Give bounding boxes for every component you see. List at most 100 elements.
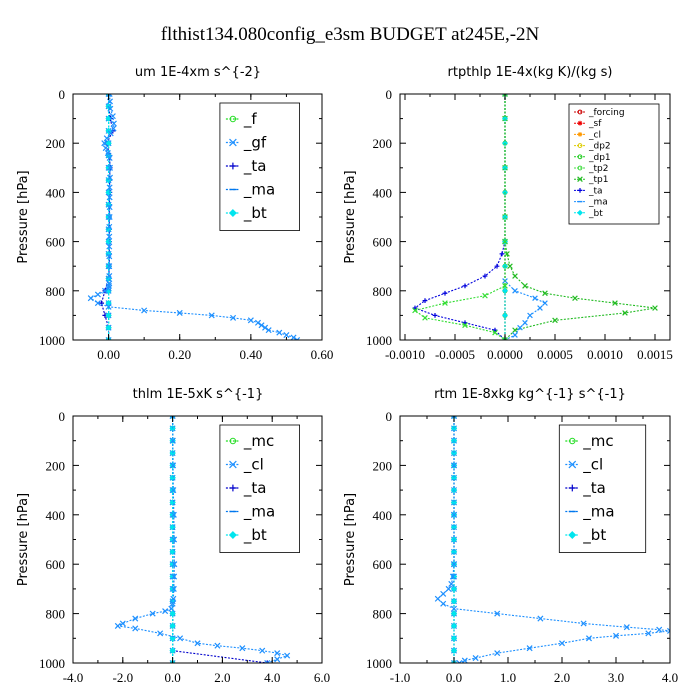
data-point (105, 303, 112, 310)
data-point (106, 233, 113, 240)
legend-marker (577, 132, 583, 137)
x-tick-label: 6.0 (314, 670, 330, 685)
legend-label: _ta (243, 479, 267, 498)
data-point (239, 645, 246, 652)
legend-label: _ta (588, 186, 603, 196)
legend-label: _sf (588, 119, 602, 129)
data-point (450, 561, 458, 568)
y-tick-label: 200 (373, 136, 393, 151)
x-tick-label: 2.0 (554, 670, 570, 685)
data-point (169, 474, 176, 481)
data-point (106, 273, 113, 280)
legend-marker (569, 437, 576, 445)
data-point (526, 645, 533, 652)
data-point (149, 610, 156, 617)
data-point (422, 315, 428, 321)
legend-marker (568, 531, 577, 539)
x-tick-label: -4.0 (63, 670, 84, 685)
data-point (258, 322, 265, 329)
x-tick-label: -0.0010 (385, 347, 425, 362)
series-group (412, 94, 658, 340)
legend: _mc _cl _ta _ma _bt (558, 424, 647, 553)
data-point (105, 299, 112, 307)
data-point (412, 305, 418, 311)
data-point (106, 174, 114, 181)
y-tick-label: 200 (46, 458, 66, 473)
data-point (214, 642, 221, 649)
data-point (494, 650, 501, 657)
y-tick-label: 800 (373, 607, 393, 622)
series-line (100, 94, 114, 340)
x-tick-label: 0.60 (311, 347, 334, 362)
series-line (436, 416, 670, 663)
x-tick-label: 0.0000 (487, 347, 523, 362)
data-point (512, 273, 518, 279)
y-tick-label: 600 (373, 235, 393, 250)
legend-label: _f (243, 110, 258, 129)
data-point (105, 336, 112, 340)
y-tick-label: 200 (46, 136, 66, 151)
series-group (434, 416, 670, 663)
legend-label: _tp1 (588, 175, 608, 185)
legend-label: _mc (243, 432, 274, 451)
data-point (194, 640, 201, 647)
data-point (502, 283, 508, 289)
data-point (106, 204, 113, 211)
data-point (276, 329, 283, 336)
data-point (104, 150, 111, 157)
data-point (114, 622, 121, 629)
x-tick-label: 0.0010 (587, 347, 623, 362)
data-point (101, 140, 108, 147)
data-point (171, 573, 178, 580)
data-point (176, 309, 183, 316)
y-tick-label: 1000 (366, 333, 392, 348)
legend-label: _ma (243, 503, 275, 522)
data-point (450, 610, 458, 617)
data-point (450, 605, 458, 612)
legend-marker (229, 138, 237, 147)
data-point (482, 273, 488, 279)
legend-marker (577, 120, 583, 126)
data-point (450, 635, 458, 642)
legend-box (568, 103, 660, 225)
panel-title: thlm 1E-5xK s^{-1} (133, 387, 264, 402)
data-point (492, 329, 498, 336)
data-point (612, 632, 620, 639)
x-tick-label: 4.0 (264, 670, 280, 685)
data-point (265, 327, 272, 334)
data-point (274, 656, 281, 663)
x-tick-label: 0.0015 (637, 347, 673, 362)
data-point (527, 312, 533, 319)
legend-label: _ta (582, 479, 606, 498)
data-point (162, 608, 169, 615)
legend-marker (577, 165, 583, 171)
x-tick-label: 4.0 (662, 670, 678, 685)
data-point (456, 659, 463, 663)
data-point (106, 243, 113, 250)
y-axis-label: Pressure [hPa] (343, 170, 358, 263)
data-point (442, 290, 448, 296)
data-point (623, 624, 630, 631)
data-point (494, 263, 500, 269)
legend-label: _bt (243, 204, 267, 223)
y-tick-label: 600 (373, 557, 393, 572)
legend-label: _bt (588, 209, 603, 219)
data-point (109, 113, 116, 120)
data-point (105, 238, 112, 245)
data-point (450, 622, 458, 630)
legend-marker (568, 484, 576, 492)
chart-panel-2: rtpthlp 1E-4x(kg K)/(kg s) Pressure [hPa]… (343, 65, 673, 362)
data-point (558, 640, 566, 647)
legend-label: _cl (243, 456, 264, 475)
series-line (413, 94, 506, 340)
data-point (440, 600, 447, 607)
data-point (449, 573, 456, 580)
x-tick-label: 2.0 (214, 670, 230, 685)
data-point (502, 94, 508, 97)
data-point (105, 189, 112, 196)
data-point (502, 337, 508, 340)
chart-panel-4: rtm 1E-8xkg kg^{-1} s^{-1} Pressure [hPa]… (343, 387, 678, 685)
legend-marker (577, 176, 583, 183)
data-point (532, 295, 538, 302)
